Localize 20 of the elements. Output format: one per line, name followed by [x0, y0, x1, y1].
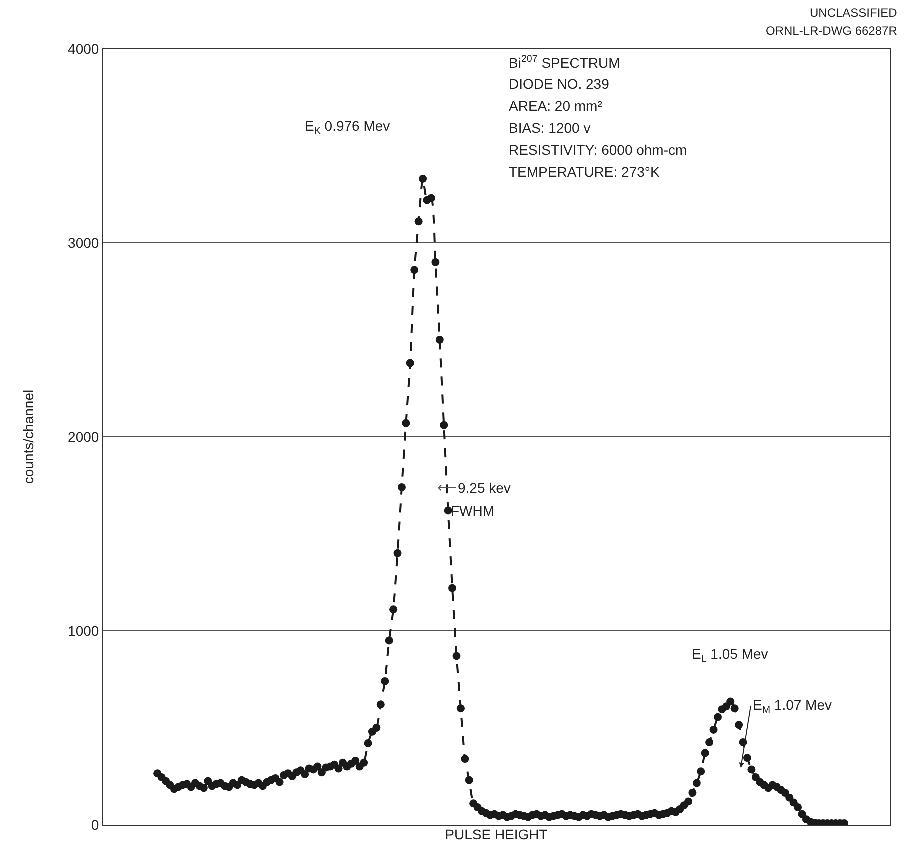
- annotation: E$_{M}$ 1.07 Mev: [753, 697, 832, 716]
- x-axis-title: PULSE HEIGHT: [445, 826, 548, 842]
- text: UNCLASSIFIED: [810, 6, 898, 20]
- annotation: BIAS: 1200 v: [509, 120, 591, 136]
- y-tick-label: 3000: [68, 234, 100, 251]
- annotation: DIODE NO. 239: [509, 76, 610, 92]
- y-tick-label: 2000: [68, 428, 100, 445]
- y-tick-label: 0: [91, 816, 100, 833]
- annotation: E$_{K}$ 0.976 Mev: [305, 118, 390, 137]
- y-axis-title: counts/channel: [20, 390, 37, 484]
- y-tick-label: 1000: [68, 622, 100, 639]
- annotation: TEMPERATURE: 273°K: [509, 164, 660, 180]
- y-tick-label: 4000: [68, 40, 100, 57]
- annotation: AREA: 20 mm²: [509, 98, 603, 114]
- annotation: E$_{L}$ 1.05 Mev: [692, 646, 768, 665]
- annotation: FWHM: [451, 503, 495, 519]
- annotation: Bi$^{207}$ SPECTRUM: [509, 54, 620, 71]
- annotation: 9.25 kev: [458, 480, 511, 496]
- text: ORNL-LR-DWG 66287R: [766, 24, 898, 38]
- annotation: RESISTIVITY: 6000 ohm-cm: [509, 142, 688, 158]
